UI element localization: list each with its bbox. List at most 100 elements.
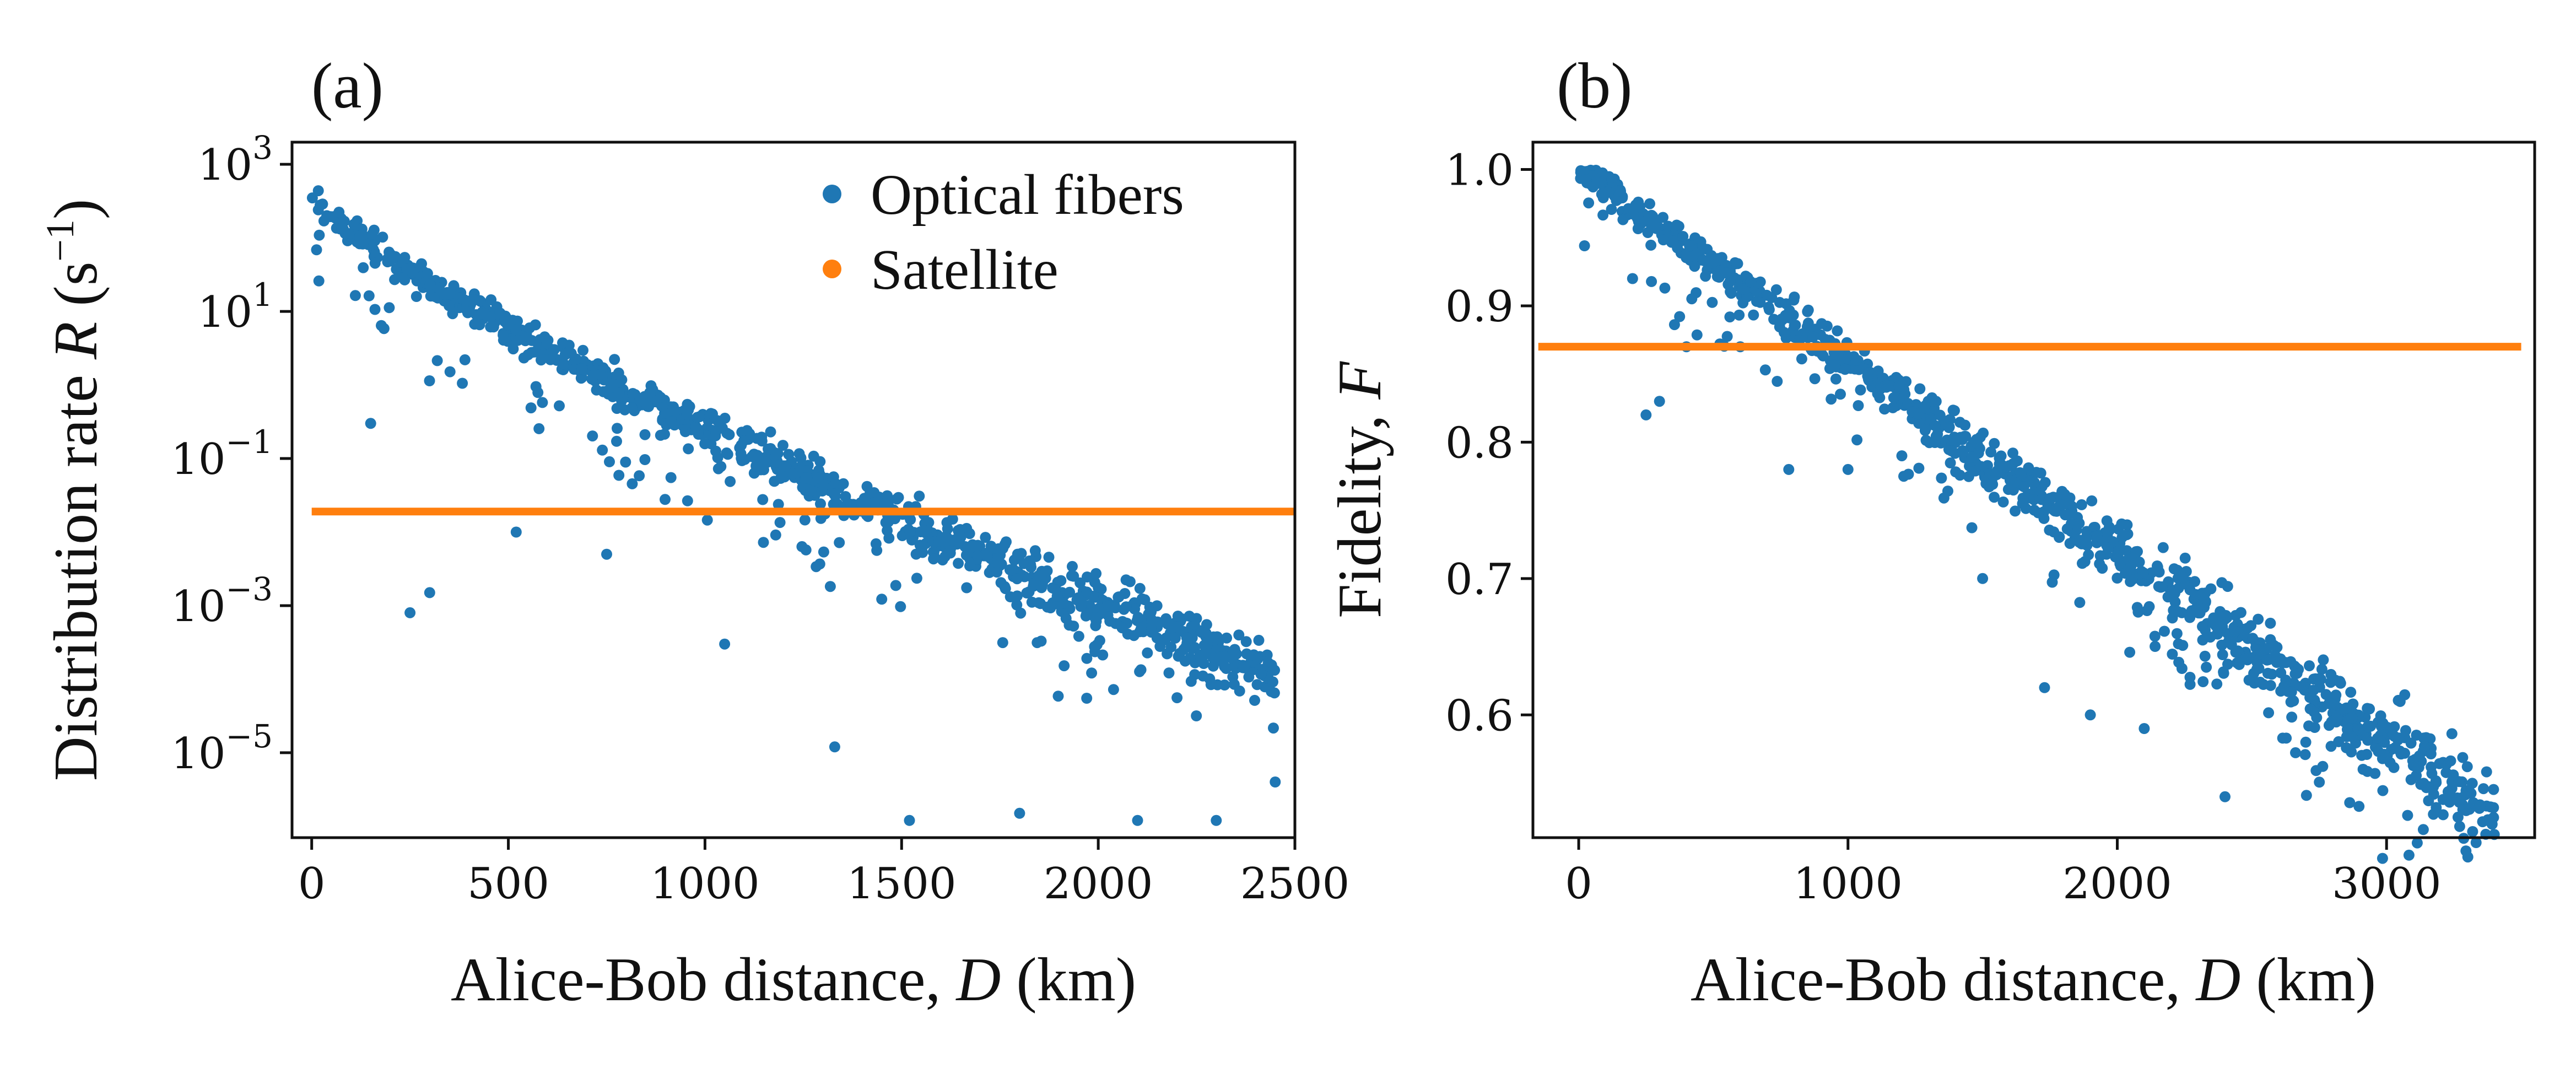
fiber-point <box>2049 503 2060 514</box>
fiber-point <box>2199 592 2210 604</box>
fiber-point <box>1657 234 1669 246</box>
fiber-point <box>2457 752 2469 763</box>
fiber-point <box>1151 632 1163 644</box>
fiber-point <box>2417 824 2429 835</box>
fiber-point <box>793 448 805 460</box>
fiber-point <box>2317 760 2329 772</box>
fiber-point <box>1644 198 1655 209</box>
fiber-point <box>2381 721 2393 733</box>
fiber-point <box>1855 384 1866 396</box>
fiber-point <box>2488 802 2499 813</box>
fiber-point <box>1090 568 1102 579</box>
y-tick-label: 0.7 <box>1445 555 1514 605</box>
fiber-point <box>699 438 711 450</box>
fiber-point <box>424 587 435 598</box>
fiber-point <box>2286 711 2298 723</box>
fiber-point <box>1875 383 1886 395</box>
fiber-point <box>1129 603 1141 614</box>
fiber-point <box>2309 694 2320 706</box>
fiber-point <box>2258 679 2269 690</box>
fiber-point <box>1170 621 1181 633</box>
fiber-point <box>333 207 345 218</box>
fiber-point <box>2363 703 2374 715</box>
x-tick-label: 0 <box>1565 859 1592 909</box>
fiber-point <box>1817 349 1828 360</box>
fiber-point <box>2481 766 2492 778</box>
fiber-point <box>2179 552 2191 564</box>
fiber-point <box>1000 583 1011 595</box>
fiber-point <box>1136 622 1147 634</box>
fiber-point <box>2361 721 2373 733</box>
fiber-point <box>1700 271 1711 282</box>
fiber-point <box>800 472 812 484</box>
fiber-point <box>1706 296 1718 308</box>
panel-a-frame <box>290 141 1297 839</box>
fiber-point <box>780 460 791 472</box>
fiber-point <box>626 402 638 414</box>
fiber-point <box>1081 652 1093 664</box>
fiber-point <box>1978 427 1989 439</box>
fiber-point <box>2454 821 2465 832</box>
fiber-point <box>2076 499 2087 510</box>
fiber-point <box>634 393 646 405</box>
fiber-point <box>1628 204 1639 216</box>
fiber-point <box>1929 437 1941 448</box>
fiber-point <box>659 408 671 419</box>
fiber-point <box>614 387 625 399</box>
fiber-point <box>2189 576 2201 587</box>
fiber-point <box>2288 695 2299 706</box>
fiber-point <box>2111 573 2123 584</box>
fiber-point <box>2327 700 2339 711</box>
fiber-point <box>311 244 322 256</box>
fiber-point <box>2413 750 2425 762</box>
fiber-point <box>2112 550 2124 562</box>
fiber-point <box>2411 837 2423 849</box>
fiber-point <box>1768 314 1780 325</box>
fiber-point <box>2263 707 2275 719</box>
fiber-point <box>545 354 556 365</box>
fiber-point <box>933 535 945 547</box>
fiber-point <box>389 274 401 285</box>
fiber-point <box>1255 668 1267 680</box>
fiber-point <box>1913 408 1924 420</box>
fiber-point <box>399 274 411 285</box>
fiber-point <box>681 409 693 420</box>
fiber-point <box>1796 353 1807 365</box>
panel-b-x-ticks: 0 1000 2000 3000 <box>1565 838 2441 909</box>
fiber-point <box>525 402 537 414</box>
fiber-point <box>2150 641 2161 652</box>
fiber-point <box>1686 293 1698 305</box>
fiber-point <box>1207 660 1219 672</box>
fiber-point <box>2015 468 2027 480</box>
fiber-point <box>363 290 375 301</box>
fiber-point <box>1012 548 1023 560</box>
fiber-point <box>967 539 979 551</box>
fiber-point <box>1043 552 1055 563</box>
fiber-point <box>349 290 361 301</box>
fiber-point <box>2281 732 2292 744</box>
fiber-point <box>1116 622 1128 634</box>
fiber-point <box>2205 583 2217 595</box>
legend-fibers-marker <box>823 185 841 203</box>
fiber-point <box>369 249 380 261</box>
fiber-point <box>683 443 694 455</box>
fiber-point <box>1729 258 1741 269</box>
panel-b-frame <box>1531 141 2536 839</box>
fiber-point <box>1606 204 1617 215</box>
fiber-point <box>799 514 811 526</box>
fiber-point <box>1108 684 1119 695</box>
fiber-point <box>1104 616 1116 627</box>
fiber-point <box>2125 564 2136 575</box>
fiber-point <box>2137 567 2149 579</box>
fiber-point <box>824 581 836 592</box>
fiber-point <box>1045 602 1056 613</box>
fiber-point <box>750 452 762 464</box>
fiber-point <box>2073 535 2085 546</box>
fiber-point <box>1240 636 1252 648</box>
fiber-point <box>2235 607 2246 618</box>
fiber-point <box>2149 630 2161 642</box>
fiber-point <box>644 387 656 398</box>
fiber-point <box>828 488 840 500</box>
fiber-point <box>512 335 523 346</box>
fiber-point <box>876 594 888 605</box>
